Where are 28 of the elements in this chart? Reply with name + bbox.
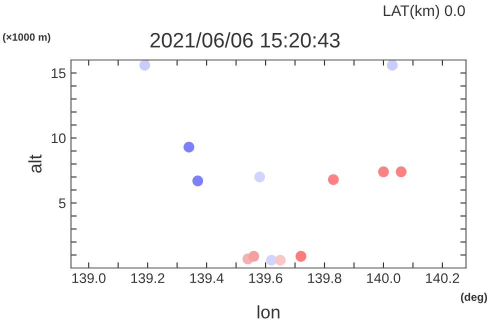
point [139, 60, 150, 71]
y-tick-label: 15 [52, 68, 66, 78]
x-axis-title: lon [258, 305, 280, 319]
text: (deg) [460, 292, 487, 304]
y-tick-label: 10 [52, 133, 66, 144]
y-tick-label: 5 [58, 198, 66, 208]
chart-title: 2021/06/06 15:20:43 [150, 32, 340, 48]
point [296, 250, 306, 262]
x-tick-label: 139.8 [308, 273, 342, 284]
point [254, 172, 266, 182]
text: (×1000 m) [2, 33, 50, 43]
x-tick-label: 139.4 [190, 273, 224, 284]
chart-subtitle: LAT(km) 0.0 [384, 4, 465, 20]
x-tick-label: 139.0 [72, 273, 106, 284]
point [386, 60, 398, 71]
point [328, 174, 339, 185]
x-tick-label: 139.2 [131, 273, 164, 284]
point [248, 250, 260, 262]
x-tick-label: 139.6 [249, 273, 282, 284]
point [396, 166, 407, 178]
point [378, 166, 389, 178]
point [274, 254, 286, 266]
point [266, 254, 277, 266]
y-axis-title: alt [28, 154, 42, 173]
point [192, 176, 204, 186]
point [184, 142, 194, 152]
x-tick-label: 140.0 [367, 273, 400, 284]
x-tick-label: 140.2 [426, 273, 460, 284]
